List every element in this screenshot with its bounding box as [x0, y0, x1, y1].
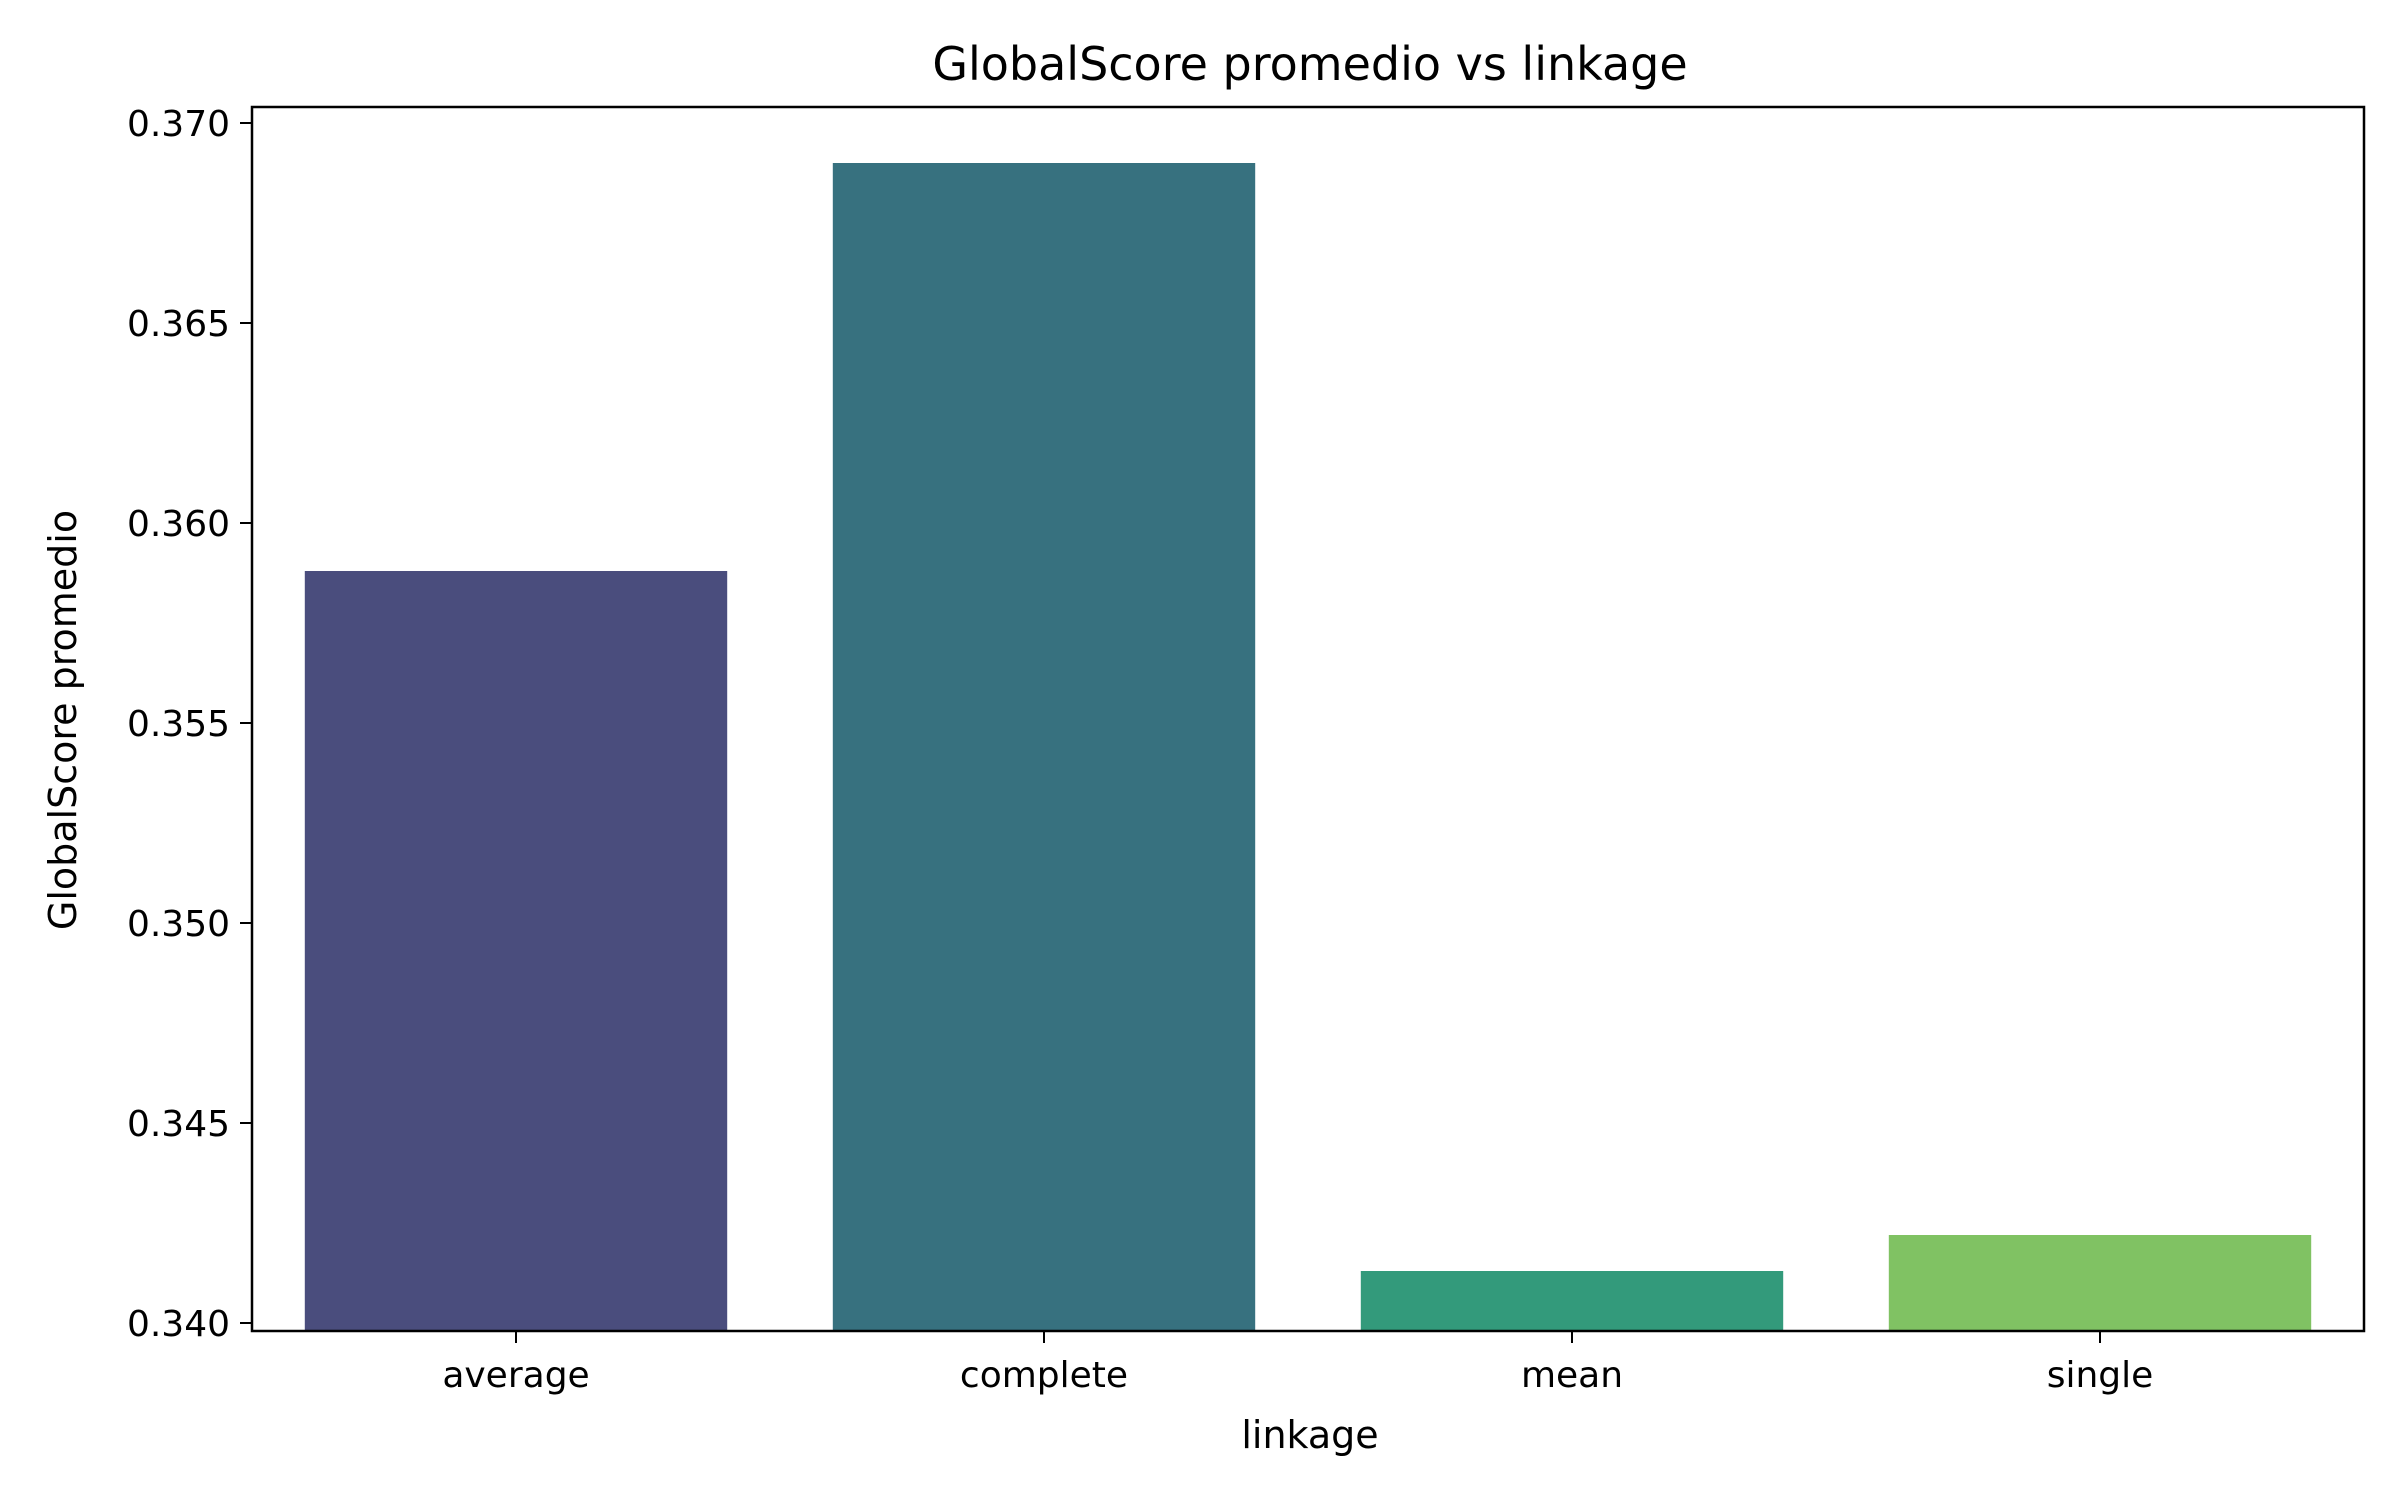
y-tick-label: 0.360: [127, 504, 230, 545]
bar-single: [1888, 1235, 2312, 1331]
y-tick-label: 0.340: [127, 1304, 230, 1345]
bar-average: [304, 571, 728, 1331]
y-tick-label: 0.355: [127, 704, 230, 745]
x-tick-label: mean: [1521, 1355, 1623, 1396]
chart-title: GlobalScore promedio vs linkage: [932, 37, 1687, 91]
y-tick-label: 0.370: [127, 104, 230, 145]
plot-frame: [250, 105, 2366, 1333]
bars-layer: [304, 163, 2312, 1331]
x-tick-label: complete: [960, 1355, 1128, 1396]
x-tick-label: single: [2047, 1355, 2154, 1396]
bar-mean: [1360, 1271, 1784, 1331]
x-axis-label: linkage: [1241, 1413, 1378, 1457]
y-tick-label: 0.345: [127, 1104, 230, 1145]
bar-complete: [832, 163, 1256, 1331]
y-tick-label: 0.365: [127, 304, 230, 345]
x-tick-label: average: [442, 1355, 589, 1396]
axes-layer: average complete mean single 0.340 0.345 0.350…: [127, 104, 2366, 1396]
y-axis-label: GlobalScore promedio: [41, 510, 85, 930]
y-tick-label: 0.350: [127, 904, 230, 945]
